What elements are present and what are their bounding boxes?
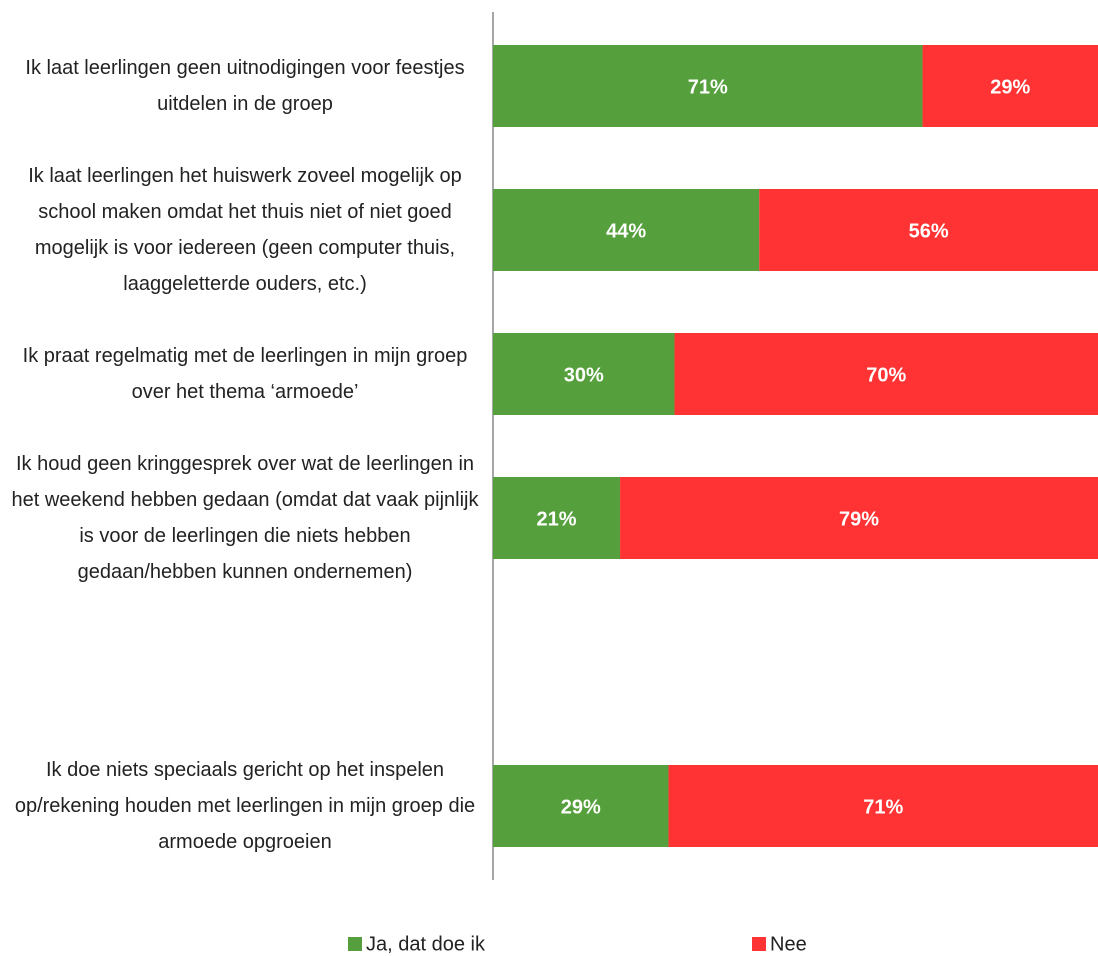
bar-segment — [620, 477, 1098, 559]
bar-segment — [668, 765, 1098, 847]
bar-segment — [674, 333, 1098, 415]
legend-label: Ja, dat doe ik — [366, 933, 486, 955]
bar-segment — [493, 333, 675, 415]
data-label: 79% — [839, 508, 879, 530]
data-label: 29% — [561, 796, 601, 818]
category-label: Ik laat leerlingen geen uitnodigingen vo… — [25, 57, 465, 115]
data-label: 71% — [688, 76, 728, 98]
data-label: 70% — [866, 364, 906, 386]
legend-swatch — [348, 937, 362, 951]
data-label: 30% — [564, 364, 604, 386]
data-label: 44% — [606, 220, 646, 242]
category-label: Ik houd geen kringgesprek over wat de le… — [11, 453, 479, 583]
data-label: 21% — [537, 508, 577, 530]
category-label: Ik praat regelmatig met de leerlingen in… — [22, 345, 468, 403]
bar-segment — [493, 477, 621, 559]
bar-segment — [493, 765, 669, 847]
data-label: 71% — [863, 796, 903, 818]
bar-segment — [493, 189, 760, 271]
legend-swatch — [752, 937, 766, 951]
data-label: 56% — [909, 220, 949, 242]
legend-label: Nee — [770, 933, 807, 955]
bar-segment — [759, 189, 1098, 271]
category-label: Ik laat leerlingen het huiswerk zoveel m… — [28, 165, 462, 295]
bar-segment — [922, 45, 1098, 127]
category-label: Ik doe niets speciaals gericht op het in… — [14, 759, 476, 853]
bar-segment — [493, 45, 923, 127]
data-label: 29% — [990, 76, 1030, 98]
